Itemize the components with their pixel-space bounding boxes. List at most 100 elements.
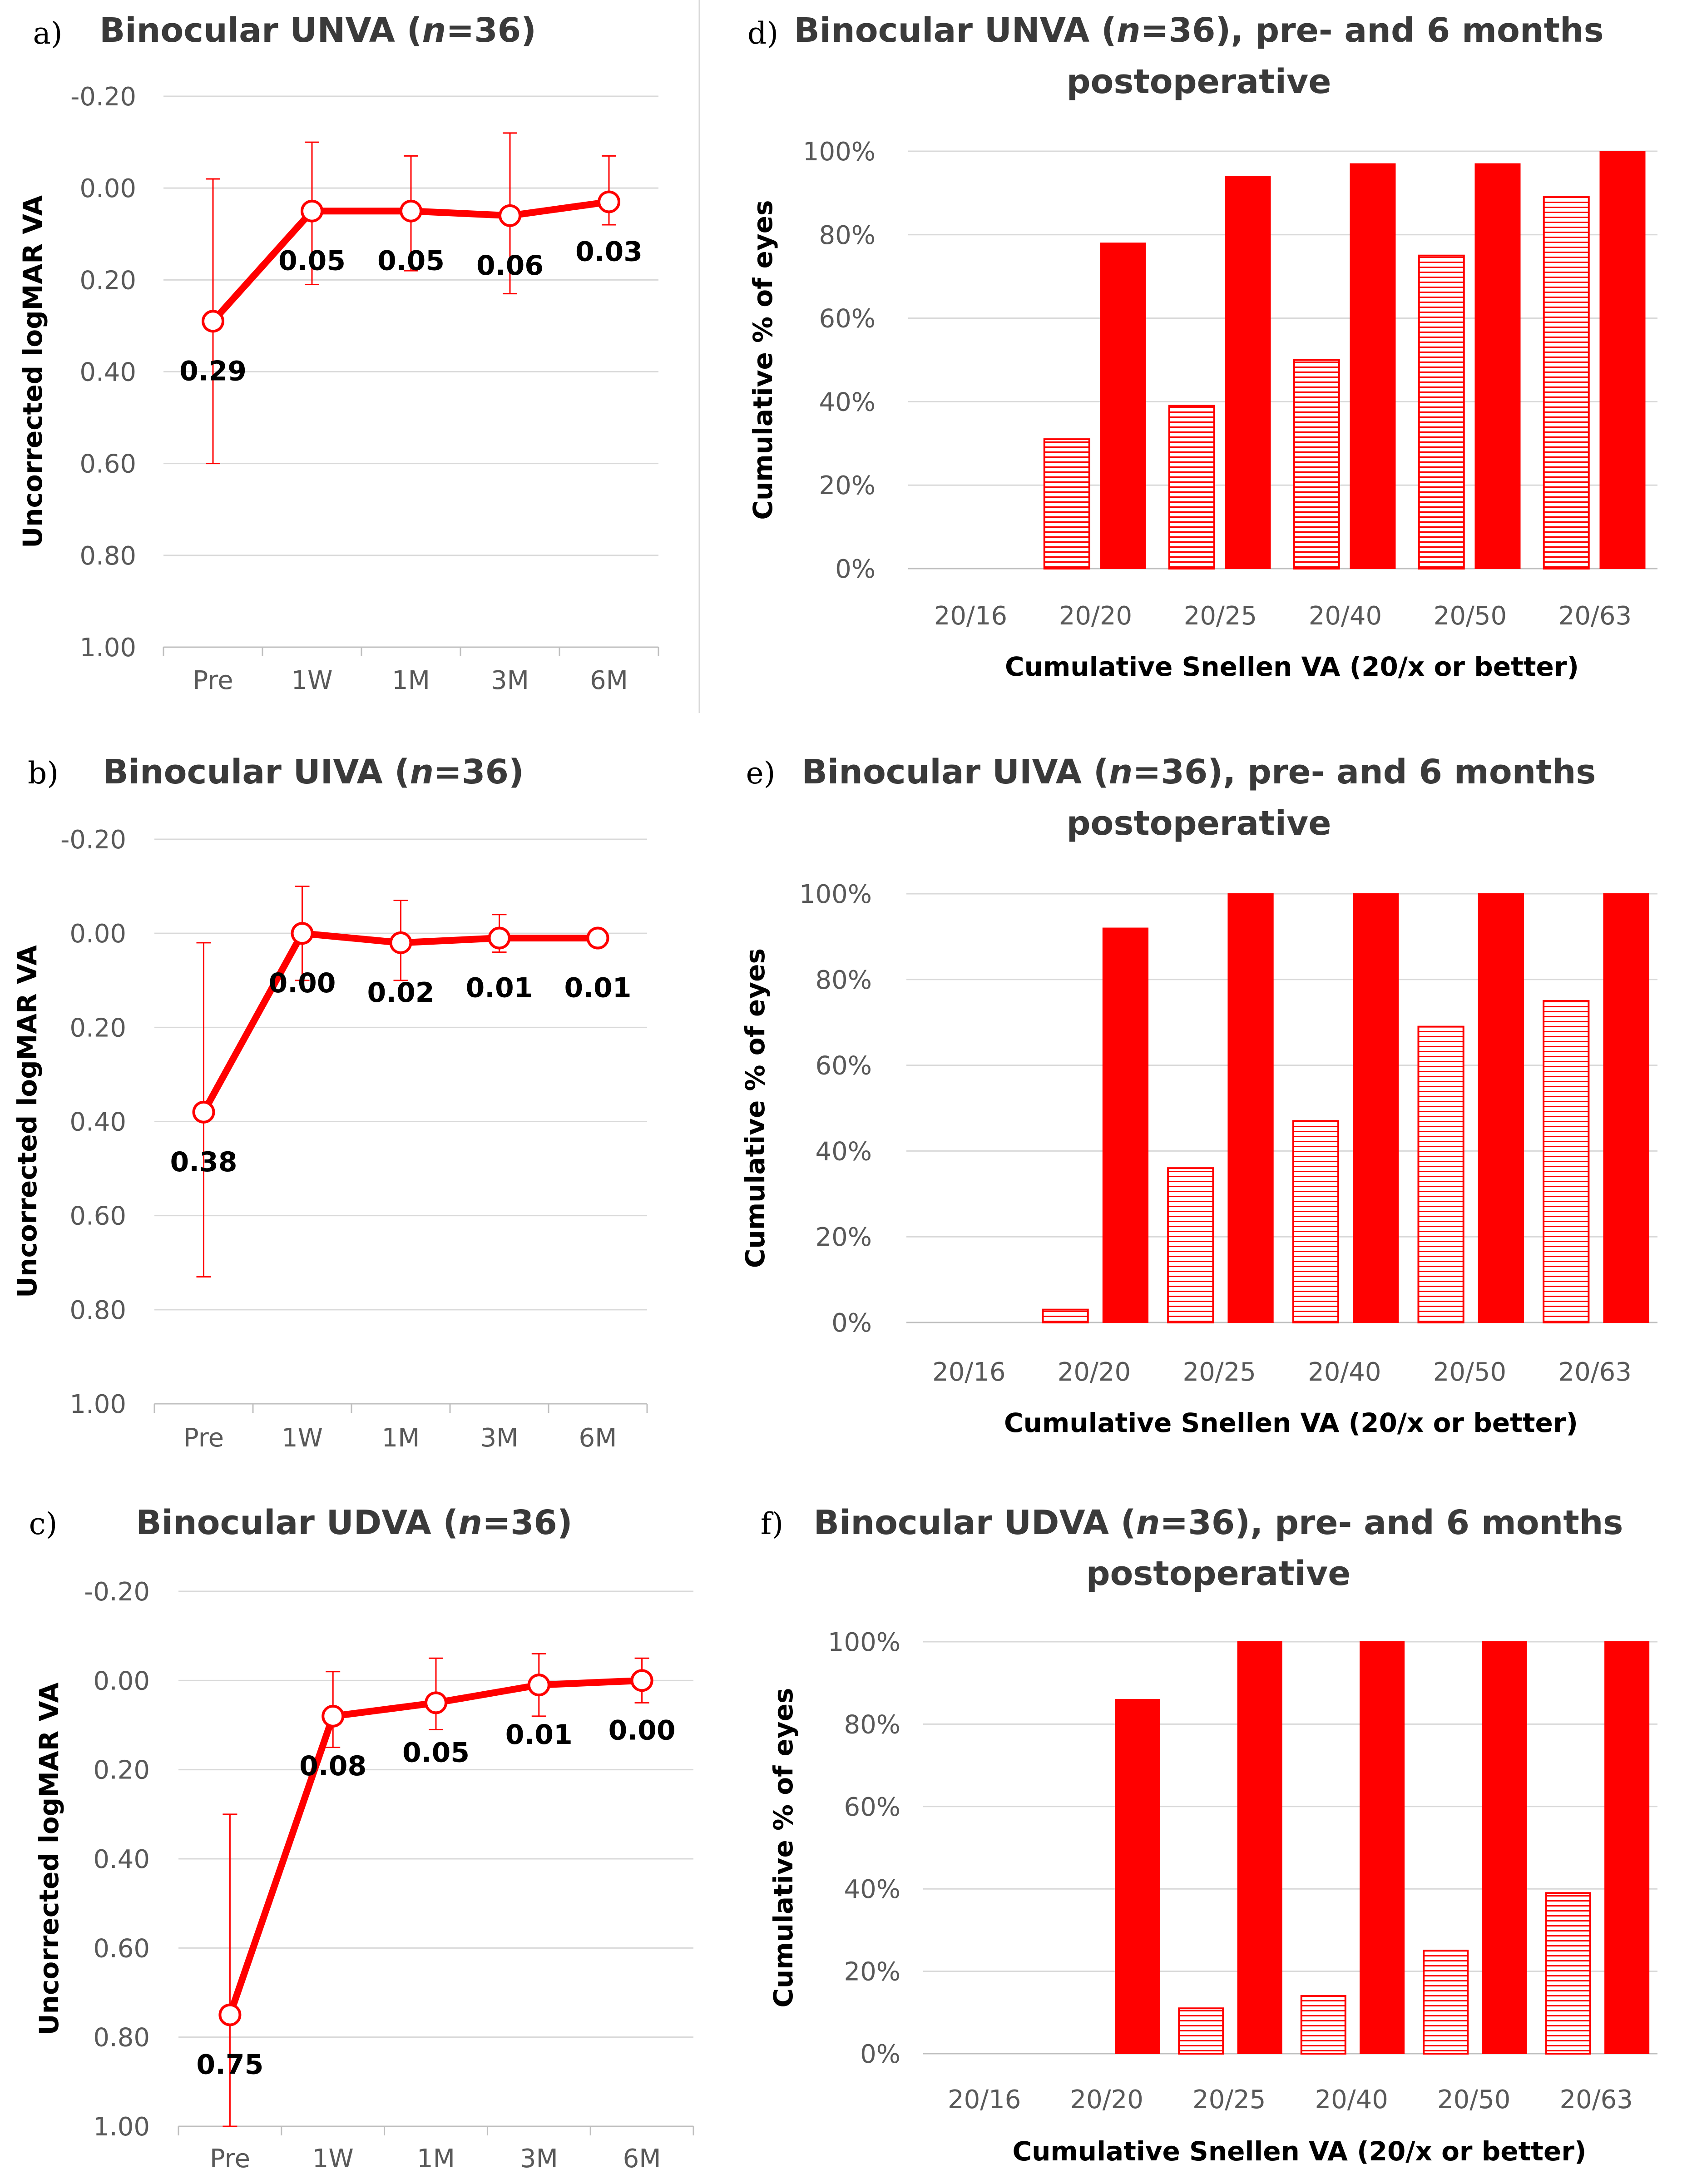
x-tick-label: 20/20: [1070, 2085, 1143, 2115]
x-tick-label: 20/16: [948, 2085, 1021, 2115]
y-tick-label: 40%: [816, 1137, 872, 1166]
x-tick-label: 20/40: [1308, 1357, 1381, 1387]
x-tick-label: Pre: [183, 1423, 224, 1453]
y-tick-label: 0.60: [79, 450, 136, 479]
x-tick-label: 6M: [590, 666, 628, 695]
bar-post: [1360, 1641, 1405, 2054]
data-label: 0.75: [196, 2049, 263, 2081]
x-axis-title: Cumulative Snellen VA (20/x or better): [1013, 2136, 1587, 2167]
y-tick-label: 100%: [803, 137, 876, 167]
data-point: [499, 204, 521, 227]
y-tick-label: 100%: [828, 1628, 900, 1657]
bar-post: [1353, 893, 1399, 1323]
x-tick-label: Pre: [210, 2144, 250, 2174]
bar-post: [1482, 1641, 1527, 2054]
chart-title-line-2: postoperative: [1067, 62, 1331, 101]
data-label: 0.05: [278, 245, 346, 277]
bar-post: [1474, 163, 1521, 569]
y-tick-label: 0.80: [79, 541, 136, 571]
bar-pre: [1167, 1167, 1214, 1323]
x-tick-label: 20/40: [1309, 601, 1382, 631]
bar-pre: [1417, 1025, 1464, 1323]
x-tick-label: 20/63: [1558, 1357, 1631, 1387]
data-label: 0.03: [575, 236, 643, 267]
bar-pre: [1543, 196, 1590, 570]
panel-label: b): [28, 756, 59, 791]
line-chart-2: b) Binocular UIVA (n=36) -0.20 0.00 0.20 0.40…: [12, 753, 648, 1453]
y-tick-label: 0%: [860, 2040, 900, 2069]
y-axis-title: Uncorrected logMAR VA: [12, 945, 43, 1298]
y-tick-label: 0.00: [69, 919, 126, 949]
bar-pre: [1300, 1995, 1346, 2055]
chart-title: Binocular UIVA (n=36), pre- and 6 months: [802, 753, 1596, 792]
bar-post: [1225, 176, 1271, 569]
error-bar: [223, 1813, 237, 2127]
chart-title: Binocular UNVA (n=36), pre- and 6 months: [794, 11, 1603, 50]
y-tick-label: 20%: [819, 471, 876, 500]
panel-label: e): [746, 756, 776, 791]
bar-pre: [1423, 1950, 1469, 2055]
y-tick-label: 0.40: [93, 1845, 150, 1874]
bar-pre: [1292, 1120, 1340, 1324]
x-axis-title: Cumulative Snellen VA (20/x or better): [1005, 651, 1579, 682]
series-line: [227, 1677, 642, 2016]
line-chart-3: c) Binocular UDVA (n=36) -0.20 0.00 0.20 0.40…: [29, 1503, 694, 2174]
data-label: 0.01: [505, 1719, 573, 1751]
y-tick-label: 0.00: [79, 174, 136, 203]
y-tick-label: 0.80: [69, 1296, 126, 1325]
y-tick-label: 0%: [831, 1308, 872, 1338]
bar-pre: [1042, 1308, 1089, 1323]
x-tick-label: 1M: [382, 1423, 420, 1453]
x-tick-label: 3M: [520, 2144, 558, 2174]
chart-title: Binocular UDVA (n=36), pre- and 6 months: [814, 1503, 1623, 1542]
y-tick-label: 0.20: [69, 1013, 126, 1043]
chart-title-line-2: postoperative: [1086, 1554, 1351, 1593]
bar-pre: [1293, 359, 1340, 570]
bar-post: [1599, 151, 1646, 569]
y-tick-label: -0.20: [70, 82, 136, 112]
data-point: [630, 1669, 653, 1692]
x-axis-title: Cumulative Snellen VA (20/x or better): [1004, 1407, 1578, 1438]
bar-post: [1100, 243, 1146, 569]
panel-label: f): [761, 1506, 783, 1541]
data-point: [389, 931, 412, 954]
bar-chart-1: d) Binocular UNVA (n=36), pre- and 6 mont…: [747, 11, 1657, 682]
bar-chart-3: f) Binocular UDVA (n=36), pre- and 6 mont…: [761, 1503, 1657, 2167]
x-tick-label: 3M: [480, 1423, 519, 1453]
y-tick-label: 40%: [819, 387, 876, 417]
y-tick-label: 0.80: [93, 2023, 150, 2053]
data-label: 0.00: [608, 1714, 676, 1746]
panel-label: d): [747, 16, 778, 51]
x-tick-label: 6M: [579, 1423, 617, 1453]
y-tick-label: 0.60: [69, 1202, 126, 1231]
data-point: [598, 190, 620, 213]
y-tick-label: 100%: [799, 880, 872, 909]
y-tick-label: 20%: [816, 1223, 872, 1252]
bar-chart-2: e) Binocular UIVA (n=36), pre- and 6 mont…: [740, 753, 1657, 1438]
data-label: 0.05: [402, 1737, 470, 1768]
bar-post: [1227, 893, 1274, 1323]
y-tick-label: 60%: [819, 304, 876, 334]
error-bar: [602, 155, 616, 226]
data-point: [425, 1691, 447, 1714]
x-tick-label: 20/25: [1184, 601, 1257, 631]
data-label: 0.29: [179, 355, 247, 387]
y-axis-title: Uncorrected logMAR VA: [17, 195, 48, 548]
y-tick-label: 40%: [844, 1875, 900, 1904]
data-point: [586, 926, 609, 950]
x-tick-label: 1M: [417, 2144, 455, 2174]
x-tick-label: 20/20: [1059, 601, 1132, 631]
bar-post: [1115, 1699, 1160, 2054]
data-label: 0.01: [564, 972, 631, 1004]
y-tick-label: 60%: [844, 1793, 900, 1822]
bar-post: [1604, 1641, 1650, 2054]
y-tick-label: 0.60: [93, 1934, 150, 1963]
data-point: [322, 1704, 345, 1728]
data-label: 0.02: [367, 977, 434, 1009]
bar-pre: [1545, 1892, 1591, 2055]
chart-title: Binocular UDVA (n=36): [136, 1503, 573, 1542]
y-tick-label: 0.00: [93, 1666, 150, 1696]
bar-pre: [1168, 405, 1215, 570]
data-label: 0.01: [465, 972, 533, 1004]
